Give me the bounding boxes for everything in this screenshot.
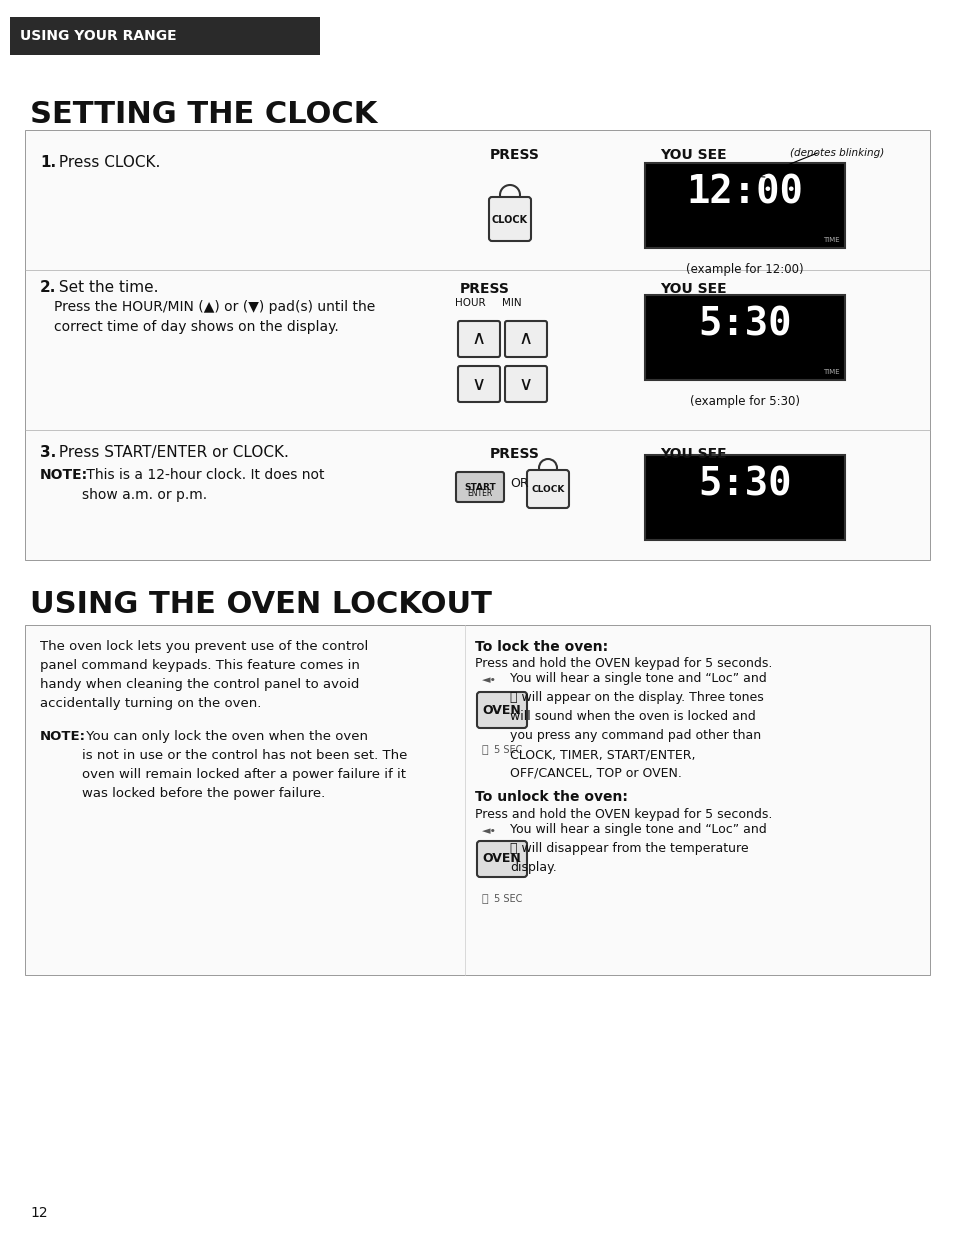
- Text: OVEN: OVEN: [482, 853, 521, 866]
- Text: Press START/ENTER or CLOCK.: Press START/ENTER or CLOCK.: [54, 445, 289, 460]
- FancyBboxPatch shape: [526, 470, 568, 508]
- Text: ∧: ∧: [472, 330, 486, 348]
- Text: 5:30: 5:30: [698, 465, 791, 503]
- Text: OVEN: OVEN: [482, 703, 521, 717]
- Text: CLOCK: CLOCK: [531, 485, 564, 494]
- FancyBboxPatch shape: [456, 472, 503, 502]
- Text: 5 SEC: 5 SEC: [494, 894, 522, 904]
- FancyBboxPatch shape: [457, 321, 499, 357]
- Text: START: START: [464, 482, 496, 491]
- Text: ∧: ∧: [518, 330, 533, 348]
- Bar: [644, 295, 844, 379]
- Text: ENTER: ENTER: [467, 490, 492, 498]
- Text: NOTE:: NOTE:: [40, 730, 86, 743]
- Text: Set the time.: Set the time.: [54, 280, 158, 295]
- Bar: [25, 625, 929, 975]
- Text: Press and hold the OVEN keypad for 5 seconds.: Press and hold the OVEN keypad for 5 sec…: [475, 657, 772, 670]
- Bar: [10, 17, 319, 55]
- Text: SETTING THE CLOCK: SETTING THE CLOCK: [30, 100, 377, 129]
- Text: (denotes blinking): (denotes blinking): [789, 148, 883, 157]
- Text: ก: ก: [481, 745, 488, 755]
- Text: To lock the oven:: To lock the oven:: [475, 640, 607, 653]
- Text: Press CLOCK.: Press CLOCK.: [54, 155, 160, 170]
- FancyBboxPatch shape: [489, 197, 531, 241]
- FancyBboxPatch shape: [504, 366, 546, 402]
- Text: USING THE OVEN LOCKOUT: USING THE OVEN LOCKOUT: [30, 590, 492, 619]
- Bar: [644, 162, 844, 248]
- FancyBboxPatch shape: [504, 321, 546, 357]
- Text: 5:30: 5:30: [698, 305, 791, 343]
- FancyBboxPatch shape: [457, 366, 499, 402]
- Text: 12:00: 12:00: [686, 174, 802, 211]
- Text: PRESS: PRESS: [459, 281, 509, 296]
- Text: YOU SEE: YOU SEE: [659, 148, 726, 162]
- Text: OR: OR: [510, 477, 528, 490]
- Text: (example for 12:00): (example for 12:00): [685, 263, 803, 277]
- Text: YOU SEE: YOU SEE: [659, 281, 726, 296]
- Bar: [25, 130, 929, 560]
- Text: (example for 5:30): (example for 5:30): [689, 396, 800, 408]
- Text: ก: ก: [481, 894, 488, 904]
- Text: USING YOUR RANGE: USING YOUR RANGE: [20, 29, 176, 43]
- Text: 5 SEC: 5 SEC: [494, 745, 522, 755]
- Text: ◄•: ◄•: [481, 675, 497, 684]
- Text: 3.: 3.: [40, 445, 56, 460]
- Text: YOU SEE: YOU SEE: [659, 446, 726, 461]
- Bar: [644, 455, 844, 539]
- Text: TIME: TIME: [822, 237, 840, 243]
- Text: NOTE:: NOTE:: [40, 467, 88, 482]
- Text: ∨: ∨: [472, 374, 486, 393]
- Text: You will hear a single tone and “Loc” and
ก will appear on the display. Three to: You will hear a single tone and “Loc” an…: [510, 672, 766, 780]
- FancyBboxPatch shape: [476, 841, 526, 877]
- Text: You can only lock the oven when the oven
is not in use or the control has not be: You can only lock the oven when the oven…: [82, 730, 407, 800]
- Text: ∨: ∨: [518, 374, 533, 393]
- Text: CLOCK: CLOCK: [492, 215, 528, 224]
- Text: 12: 12: [30, 1207, 48, 1220]
- Text: The oven lock lets you prevent use of the control
panel command keypads. This fe: The oven lock lets you prevent use of th…: [40, 640, 368, 711]
- Text: This is a 12-hour clock. It does not
show a.m. or p.m.: This is a 12-hour clock. It does not sho…: [82, 467, 324, 501]
- Text: 2.: 2.: [40, 280, 56, 295]
- Text: Press the HOUR/MIN (▲) or (▼) pad(s) until the
correct time of day shows on the : Press the HOUR/MIN (▲) or (▼) pad(s) unt…: [54, 300, 375, 334]
- Text: TIME: TIME: [822, 370, 840, 374]
- Text: MIN: MIN: [501, 298, 521, 308]
- Text: ◄•: ◄•: [481, 826, 497, 836]
- Text: HOUR: HOUR: [455, 298, 485, 308]
- Text: 1.: 1.: [40, 155, 56, 170]
- Text: You will hear a single tone and “Loc” and
ก will disappear from the temperature
: You will hear a single tone and “Loc” an…: [510, 823, 766, 874]
- Text: Press and hold the OVEN keypad for 5 seconds.: Press and hold the OVEN keypad for 5 sec…: [475, 808, 772, 821]
- Text: To unlock the oven:: To unlock the oven:: [475, 790, 627, 804]
- FancyBboxPatch shape: [476, 692, 526, 728]
- Text: PRESS: PRESS: [490, 446, 539, 461]
- Text: PRESS: PRESS: [490, 148, 539, 162]
